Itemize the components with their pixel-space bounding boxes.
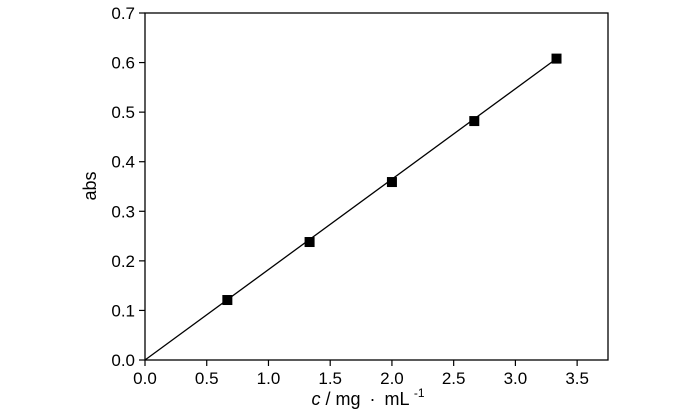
x-tick-label: 1.0 [257,369,281,388]
x-tick-label: 2.5 [442,369,466,388]
y-axis-ticks: 0.0 0.1 0.2 0.3 0.4 0.5 0.6 0.7 [111,4,145,370]
y-tick-label: 0.4 [111,153,135,172]
x-axis-unit: / mg [325,389,360,409]
data-point [386,177,397,188]
fit-line [144,58,557,361]
data-point [469,116,480,127]
y-tick-label: 0.1 [111,301,135,320]
y-tick-label: 0.5 [111,103,135,122]
y-axis-label: abs [80,171,100,200]
y-tick-label: 0.2 [111,252,135,271]
x-axis-unit-tail: mL [385,389,410,409]
y-tick-label: 0.0 [111,351,135,370]
x-axis-dot: · [370,389,376,409]
x-axis-label: c / mg · mL -1 [311,386,424,409]
fit-line-group [144,58,557,361]
data-point [304,237,315,248]
plot-area [144,12,609,361]
x-tick-label: 0.0 [133,369,157,388]
y-tick-label: 0.3 [111,202,135,221]
x-axis-ticks: 0.0 0.5 1.0 1.5 2.0 2.5 3.0 3.5 [133,360,589,388]
x-axis-superscript: -1 [414,386,425,400]
data-point [222,295,233,306]
x-tick-label: 0.5 [195,369,219,388]
y-tick-label: 0.6 [111,54,135,73]
data-point [551,53,562,64]
x-tick-label: 3.0 [504,369,528,388]
data-points [222,53,562,306]
x-tick-label: 1.5 [318,369,342,388]
x-tick-label: 2.0 [380,369,404,388]
x-axis-symbol: c [311,389,320,409]
y-tick-label: 0.7 [111,4,135,23]
x-tick-label: 3.5 [565,369,589,388]
